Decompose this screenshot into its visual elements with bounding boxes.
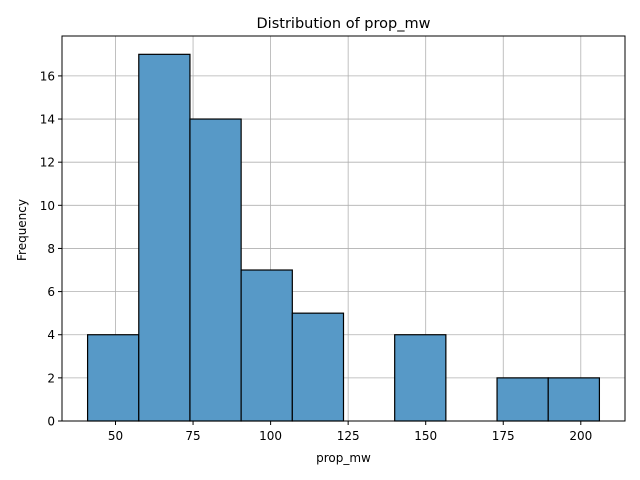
histogram-bar-2 <box>189 118 242 422</box>
histogram-bar-3 <box>240 269 293 422</box>
y-axis-ticks: 0 2 4 6 8 10 12 14 16 <box>40 69 62 429</box>
histogram-bar-4 <box>291 312 345 422</box>
axes-frame <box>61 35 626 422</box>
histogram-bar-8 <box>496 377 549 422</box>
bars-layer <box>86 53 601 422</box>
x-tick-label-100: 100 <box>259 429 282 443</box>
y-tick-label-16: 16 <box>40 69 55 83</box>
x-tick-label-175: 175 <box>492 429 515 443</box>
y-tick-label-6: 6 <box>47 285 55 299</box>
histogram-bar-1 <box>138 53 191 422</box>
x-tick-label-75: 75 <box>185 429 200 443</box>
x-tick-label-200: 200 <box>569 429 592 443</box>
y-tick-label-8: 8 <box>47 242 55 256</box>
y-tick-label-14: 14 <box>40 113 55 127</box>
x-tick-label-150: 150 <box>414 429 437 443</box>
x-tick-label-125: 125 <box>337 429 360 443</box>
histogram-bar-9 <box>547 377 601 422</box>
y-tick-label-0: 0 <box>47 415 55 429</box>
y-tick-label-4: 4 <box>47 328 55 342</box>
histogram-bar-0 <box>86 334 140 422</box>
plot-frame <box>61 35 626 422</box>
histogram-bar-6 <box>394 334 447 422</box>
x-tick-label-50: 50 <box>108 429 123 443</box>
y-tick-label-12: 12 <box>40 156 55 170</box>
y-tick-label-10: 10 <box>40 199 55 213</box>
y-tick-label-2: 2 <box>47 371 55 385</box>
x-axis-label: prop_mw <box>316 451 371 465</box>
chart-title: Distribution of prop_mw <box>257 16 431 32</box>
y-axis-label: Frequency <box>15 199 29 261</box>
x-axis-ticks: 50 75 100 125 150 175 200 <box>108 421 592 443</box>
